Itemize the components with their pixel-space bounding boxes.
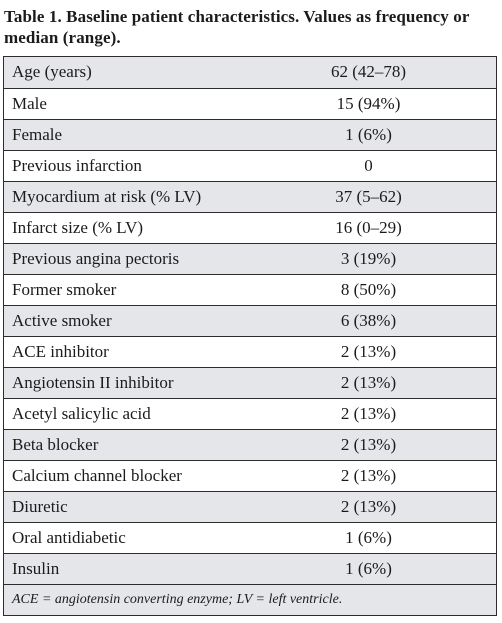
row-label: Former smoker bbox=[4, 274, 241, 306]
row-value: 6 (38%) bbox=[241, 305, 496, 337]
table-row: Previous infarction 0 bbox=[4, 150, 496, 182]
row-label: Previous infarction bbox=[4, 150, 241, 182]
table-row: Previous angina pectoris 3 (19%) bbox=[4, 243, 496, 275]
row-label: Male bbox=[4, 88, 241, 120]
table-row: Insulin 1 (6%) bbox=[4, 553, 496, 585]
row-label: Myocardium at risk (% LV) bbox=[4, 181, 241, 213]
row-value: 16 (0–29) bbox=[241, 212, 496, 244]
row-label: Calcium channel blocker bbox=[4, 460, 241, 492]
row-value: 1 (6%) bbox=[241, 553, 496, 585]
row-value: 2 (13%) bbox=[241, 336, 496, 368]
row-label: Active smoker bbox=[4, 305, 241, 337]
row-label: Infarct size (% LV) bbox=[4, 212, 241, 244]
table-row: Diuretic 2 (13%) bbox=[4, 491, 496, 523]
row-label: Diuretic bbox=[4, 491, 241, 523]
table-row: Infarct size (% LV) 16 (0–29) bbox=[4, 212, 496, 244]
row-label: Angiotensin II inhibitor bbox=[4, 367, 241, 399]
row-label: Acetyl salicylic acid bbox=[4, 398, 241, 430]
table-row: Female 1 (6%) bbox=[4, 119, 496, 151]
table-body: Age (years) 62 (42–78) Male 15 (94%) Female 1… bbox=[4, 57, 496, 585]
row-value: 37 (5–62) bbox=[241, 181, 496, 213]
row-value: 8 (50%) bbox=[241, 274, 496, 306]
table-row: Male 15 (94%) bbox=[4, 88, 496, 120]
row-value: 0 bbox=[241, 150, 496, 182]
row-value: 2 (13%) bbox=[241, 429, 496, 461]
row-label: Female bbox=[4, 119, 241, 151]
data-table: Age (years) 62 (42–78) Male 15 (94%) Female 1… bbox=[4, 57, 496, 585]
row-label: Insulin bbox=[4, 553, 241, 585]
table-row: ACE inhibitor 2 (13%) bbox=[4, 336, 496, 368]
table-footnote: ACE = angiotensin converting enzyme; LV … bbox=[4, 584, 496, 615]
table-row: Calcium channel blocker 2 (13%) bbox=[4, 460, 496, 492]
table-row: Acetyl salicylic acid 2 (13%) bbox=[4, 398, 496, 430]
table-row: Age (years) 62 (42–78) bbox=[4, 57, 496, 89]
row-value: 2 (13%) bbox=[241, 367, 496, 399]
row-label: ACE inhibitor bbox=[4, 336, 241, 368]
table-row: Former smoker 8 (50%) bbox=[4, 274, 496, 306]
row-value: 1 (6%) bbox=[241, 522, 496, 554]
row-value: 2 (13%) bbox=[241, 398, 496, 430]
table-row: Angiotensin II inhibitor 2 (13%) bbox=[4, 367, 496, 399]
row-label: Previous angina pectoris bbox=[4, 243, 241, 275]
row-value: 15 (94%) bbox=[241, 88, 496, 120]
baseline-characteristics-table: Age (years) 62 (42–78) Male 15 (94%) Female 1… bbox=[3, 56, 497, 616]
row-value: 2 (13%) bbox=[241, 460, 496, 492]
table-caption: Table 1. Baseline patient characteristic… bbox=[4, 7, 470, 47]
table-row: Beta blocker 2 (13%) bbox=[4, 429, 496, 461]
row-label: Beta blocker bbox=[4, 429, 241, 461]
row-value: 62 (42–78) bbox=[241, 57, 496, 89]
row-value: 1 (6%) bbox=[241, 119, 496, 151]
row-label: Age (years) bbox=[4, 57, 241, 89]
row-label: Oral antidiabetic bbox=[4, 522, 241, 554]
row-value: 2 (13%) bbox=[241, 491, 496, 523]
table-row: Myocardium at risk (% LV) 37 (5–62) bbox=[4, 181, 496, 213]
row-value: 3 (19%) bbox=[241, 243, 496, 275]
table-row: Active smoker 6 (38%) bbox=[4, 305, 496, 337]
table-row: Oral antidiabetic 1 (6%) bbox=[4, 522, 496, 554]
